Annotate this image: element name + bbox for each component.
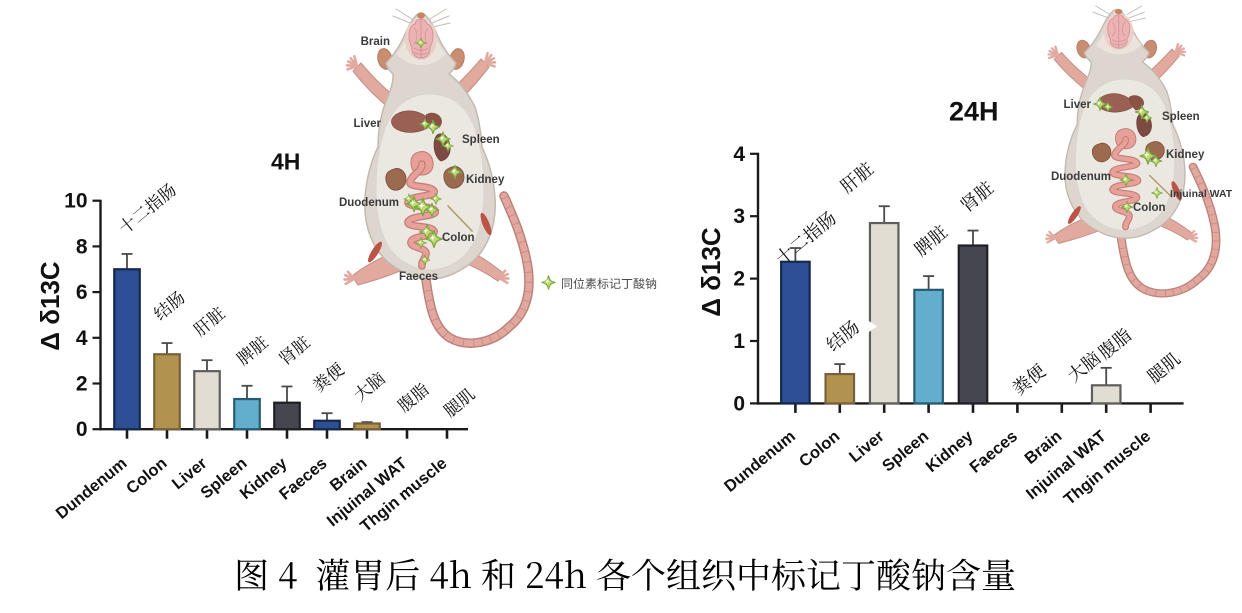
svg-text:24H: 24H: [949, 97, 999, 127]
svg-text:2: 2: [76, 373, 88, 396]
svg-text:10: 10: [64, 190, 87, 213]
svg-text:6: 6: [76, 281, 88, 304]
svg-text:Kidney: Kidney: [1166, 149, 1205, 161]
svg-text:Colon: Colon: [1133, 202, 1166, 214]
svg-text:1: 1: [733, 330, 745, 353]
svg-text:Spleen: Spleen: [462, 134, 500, 146]
svg-text:0: 0: [76, 418, 88, 441]
svg-text:Spleen: Spleen: [1162, 111, 1200, 123]
svg-text:Δ δ13C: Δ δ13C: [35, 261, 65, 351]
svg-text:Faeces: Faeces: [399, 271, 438, 283]
svg-text:Kidney: Kidney: [466, 174, 505, 186]
svg-text:Duodenum: Duodenum: [1051, 171, 1111, 183]
svg-text:0: 0: [733, 392, 745, 415]
svg-text:Liver: Liver: [354, 118, 382, 130]
svg-text:Colon: Colon: [442, 232, 475, 244]
svg-text:8: 8: [76, 235, 88, 258]
svg-text:Injuinal WAT: Injuinal WAT: [1170, 188, 1233, 200]
svg-text:Brain: Brain: [361, 36, 390, 48]
svg-text:4: 4: [76, 327, 88, 350]
svg-text:4: 4: [733, 143, 745, 166]
svg-text:2: 2: [733, 268, 745, 291]
svg-text:Liver: Liver: [1064, 99, 1092, 111]
svg-text:Δ δ13C: Δ δ13C: [696, 227, 726, 317]
svg-text:4H: 4H: [271, 149, 300, 175]
svg-text:Duodenum: Duodenum: [339, 197, 399, 209]
svg-text:3: 3: [733, 205, 745, 228]
